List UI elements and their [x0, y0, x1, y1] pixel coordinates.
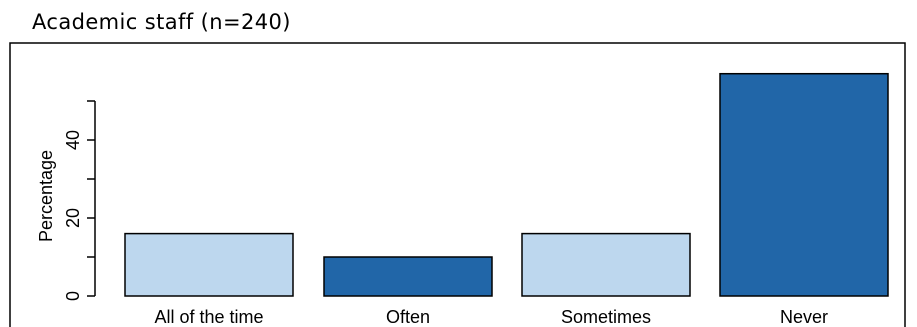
- y-tick-label: 20: [63, 208, 83, 228]
- y-tick-label: 40: [63, 130, 83, 150]
- x-axis-labels: All of the time Often Sometimes Never: [154, 307, 828, 327]
- x-tick-label: Never: [780, 307, 828, 327]
- plot-frame: [9, 42, 906, 327]
- x-tick-label: Often: [386, 307, 430, 327]
- bar-all-of-the-time: [124, 232, 294, 297]
- chart-title: Academic staff (n=240): [32, 10, 291, 34]
- y-tick-label: 0: [63, 291, 83, 301]
- bars: [124, 72, 889, 297]
- y-axis: 0 20 40: [63, 100, 96, 301]
- x-tick-label: Sometimes: [561, 307, 651, 327]
- bar-sometimes: [521, 232, 691, 297]
- bar-never: [719, 72, 889, 297]
- y-axis-title: Percentage: [36, 150, 56, 242]
- x-tick-label: All of the time: [154, 307, 263, 327]
- bar-often: [323, 256, 493, 297]
